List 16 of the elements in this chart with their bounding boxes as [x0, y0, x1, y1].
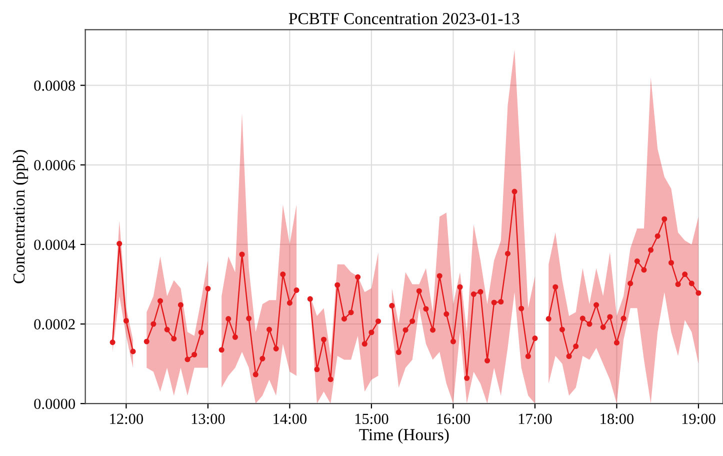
- x-tick-label: 16:00: [437, 414, 470, 424]
- x-tick-label: 13:00: [192, 414, 225, 424]
- y-axis-title: Concentration (ppb): [12, 150, 28, 284]
- x-tick-label: 12:00: [110, 414, 144, 424]
- x-tick-label: 17:00: [518, 414, 552, 424]
- y-tick-label: 0.0004: [34, 240, 76, 250]
- x-tick-label: 18:00: [600, 414, 634, 424]
- y-tick-label: 0.0006: [34, 160, 76, 170]
- x-tick-label: 15:00: [355, 414, 388, 424]
- y-tick-label: 0.0000: [34, 398, 76, 410]
- x-tick-label: 14:00: [274, 414, 307, 424]
- y-tick-label: 0.0008: [34, 80, 76, 91]
- chart-title: PCBTF Concentration 2023-01-13: [288, 13, 520, 24]
- y-tick-label: 0.0002: [34, 319, 75, 330]
- x-axis-title: Time (Hours): [359, 428, 449, 444]
- x-tick-label: 19:00: [682, 414, 716, 424]
